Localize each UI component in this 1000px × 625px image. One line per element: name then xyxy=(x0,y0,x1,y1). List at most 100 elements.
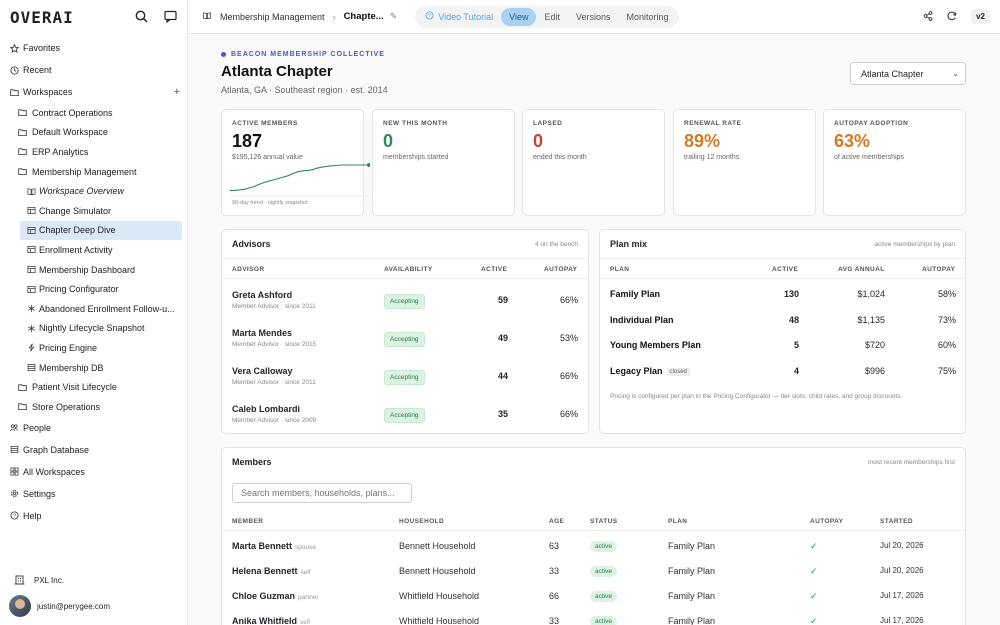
member-name[interactable]: Anika Whitfield xyxy=(232,616,297,625)
sub-item-label: Enrollment Activity xyxy=(39,244,113,255)
sidebar-item-all-workspaces[interactable]: All Workspaces xyxy=(0,461,187,483)
age: 33 xyxy=(549,616,560,625)
folder-icon xyxy=(17,402,27,412)
sub-item-pricing-engine[interactable]: Pricing Engine xyxy=(0,338,182,358)
active-count: 35 xyxy=(497,409,508,419)
advisor-role: Member Advisor · since 2015 xyxy=(232,341,317,348)
refresh-icon[interactable] xyxy=(947,11,957,23)
user-menu[interactable]: justin@perygee.com xyxy=(0,594,110,618)
availability-badge: Accepting xyxy=(384,370,425,385)
workspace-label: ERP Analytics xyxy=(32,146,89,157)
sub-item-membership-dashboard[interactable]: Membership Dashboard xyxy=(0,260,182,280)
sidebar-item-graph-database[interactable]: Graph Database xyxy=(0,439,187,461)
page-subtitle: Atlanta, GA · Southeast region · est. 20… xyxy=(221,85,388,95)
workspace-item[interactable]: Membership Management xyxy=(0,162,187,182)
plan: Family Plan xyxy=(668,541,716,551)
sub-item-pricing-configurator[interactable]: Pricing Configurator xyxy=(0,279,182,299)
member-name[interactable]: Marta Bennett xyxy=(232,541,293,551)
sub-item-label: Pricing Configurator xyxy=(39,284,119,295)
workspace-item[interactable]: Patient Visit Lifecycle xyxy=(0,377,187,397)
column-header: AUTOPAY xyxy=(810,518,844,525)
member-name[interactable]: Helena Bennett xyxy=(232,566,298,576)
book-icon xyxy=(202,11,212,22)
chevron-down-icon: ⌄ xyxy=(952,69,959,78)
sidebar-item-workspaces[interactable]: Workspaces + xyxy=(0,81,187,103)
status-badge: active xyxy=(590,541,617,552)
member-relation: partner xyxy=(298,594,319,601)
member-name-cell: Marta Bennett spouse xyxy=(232,541,316,551)
column-header: PLAN xyxy=(668,518,688,525)
version-badge[interactable]: v2 xyxy=(971,9,990,24)
plan-avg-annual: $1,135 xyxy=(857,315,885,325)
sidebar-item-settings[interactable]: Settings xyxy=(0,483,187,505)
video-tutorial-label: Video Tutorial xyxy=(438,11,494,22)
people-icon xyxy=(9,423,19,433)
breadcrumb-parent[interactable]: Membership Management xyxy=(220,11,325,22)
top-actions: v2 xyxy=(923,9,1000,24)
plan-active: 5 xyxy=(793,340,799,350)
workspace-item[interactable]: Contract Operations xyxy=(0,103,187,123)
plan: Family Plan xyxy=(668,566,716,576)
column-header: STATUS xyxy=(590,518,618,525)
add-workspace-icon[interactable]: + xyxy=(173,86,180,98)
sidebar-item-help[interactable]: ? Help xyxy=(0,505,187,527)
workspace-item[interactable]: ERP Analytics xyxy=(0,142,187,162)
household: Bennett Household xyxy=(399,541,476,551)
folder-icon xyxy=(17,127,27,137)
plan-autopay: 58% xyxy=(937,289,956,299)
sub-item-membership-db[interactable]: Membership DB xyxy=(0,358,182,378)
sub-item-label: Membership Dashboard xyxy=(39,264,136,275)
stat-card-new-this-month: NEW THIS MONTH 0 memberships started xyxy=(372,109,515,216)
member-relation: self xyxy=(300,619,311,625)
divider xyxy=(222,258,588,259)
closed-badge: closed xyxy=(666,367,690,376)
collective-label: BEACON MEMBERSHIP COLLECTIVE xyxy=(221,51,385,58)
folder-icon xyxy=(17,147,27,157)
member-name[interactable]: Chloe Guzman xyxy=(232,591,296,601)
workspace-label: Membership Management xyxy=(32,166,137,177)
sidebar-item-favorites[interactable]: Favorites xyxy=(0,37,187,59)
stat-label: ACTIVE MEMBERS xyxy=(232,120,298,127)
sidebar-item-people[interactable]: People xyxy=(0,417,187,439)
plan-name: Individual Plan xyxy=(610,315,674,325)
autopay-rate: 66% xyxy=(559,295,578,305)
workspace-item[interactable]: Default Workspace xyxy=(0,123,187,143)
pencil-icon[interactable]: ✎ xyxy=(389,11,398,21)
sidebar-item-label: Help xyxy=(23,510,42,521)
status-badge: active xyxy=(590,591,617,602)
sub-item-label: Membership DB xyxy=(39,362,104,373)
table-icon xyxy=(26,225,36,235)
sidebar-item-recent[interactable]: Recent xyxy=(0,59,187,81)
sub-item-enrollment-activity[interactable]: Enrollment Activity xyxy=(0,240,182,260)
search-icon[interactable] xyxy=(135,10,148,25)
sub-item-abandoned-enrollment[interactable]: Abandoned Enrollment Follow-u... xyxy=(0,299,182,319)
stat-value: 63% xyxy=(834,131,871,151)
active-count: 44 xyxy=(497,371,508,381)
chapter-select[interactable]: Atlanta Chapter ⌄ xyxy=(850,62,966,85)
stat-sub: trailing 12 months xyxy=(684,154,740,161)
video-tutorial-button[interactable]: ? Video Tutorial xyxy=(417,8,501,26)
workspace-item[interactable]: Store Operations xyxy=(0,397,187,417)
chat-icon[interactable] xyxy=(164,10,177,25)
sub-item-chapter-deep-dive[interactable]: Chapter Deep Dive xyxy=(20,220,182,241)
age: 66 xyxy=(549,591,560,601)
column-header: ADVISOR xyxy=(232,266,265,273)
tab-view[interactable]: View xyxy=(501,7,537,26)
tab-edit[interactable]: Edit xyxy=(544,11,560,22)
sub-item-change-simulator[interactable]: Change Simulator xyxy=(0,201,182,221)
status-badge: active xyxy=(590,566,617,577)
building-icon xyxy=(14,574,25,587)
tab-versions[interactable]: Versions xyxy=(575,11,611,22)
sparkline-line xyxy=(230,164,370,192)
sub-item-nightly-lifecycle[interactable]: Nightly Lifecycle Snapshot xyxy=(0,319,182,339)
app-logo[interactable]: OVERAI xyxy=(10,7,74,27)
tab-monitoring[interactable]: Monitoring xyxy=(626,11,669,22)
table-icon xyxy=(26,206,36,216)
sub-item-workspace-overview[interactable]: Workspace Overview xyxy=(0,181,182,201)
gear-icon xyxy=(9,489,19,499)
share-icon[interactable] xyxy=(923,10,933,23)
member-search-input[interactable] xyxy=(232,483,412,503)
check-icon: ✓ xyxy=(810,591,818,601)
org-switcher[interactable]: PXL Inc. xyxy=(0,569,64,591)
stat-foot: 90-day trend · nightly snapshot xyxy=(232,200,308,206)
